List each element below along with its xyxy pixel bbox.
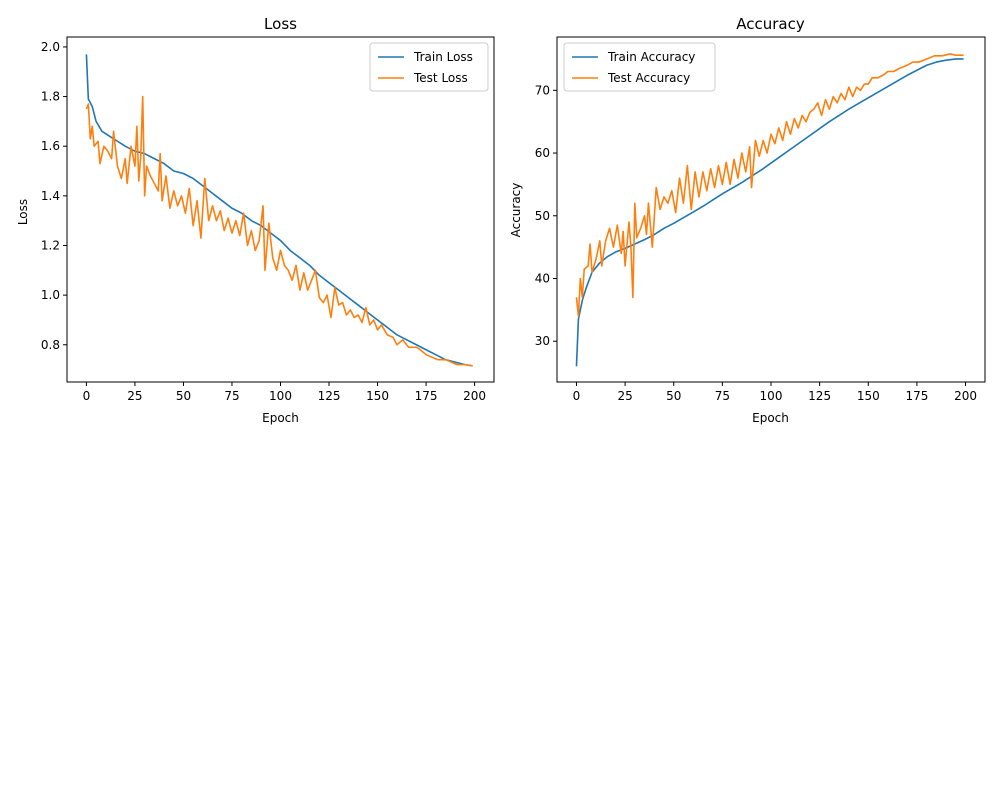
accuracy-chart-legend-box <box>563 42 716 92</box>
loss-chart-xtick-label: 50 <box>176 389 191 403</box>
loss-chart-ytick-label: 0.8 <box>41 338 60 352</box>
loss-chart-xtick-label: 100 <box>269 389 292 403</box>
accuracy-chart-xtick-label: 0 <box>573 389 581 403</box>
accuracy-chart-series-0-line <box>575 58 964 367</box>
loss-chart-xtick-label: 200 <box>463 389 486 403</box>
accuracy-chart-xtick-label: 50 <box>666 389 681 403</box>
accuracy-chart: Accuracy Epoch Accuracy 0 25 50 75 100 125 150… <box>509 15 986 425</box>
accuracy-chart-ytick-label: 30 <box>535 334 550 348</box>
loss-chart-series-1-line <box>85 95 473 367</box>
accuracy-chart-frame <box>556 36 986 383</box>
accuracy-chart-xtick-label: 125 <box>808 389 831 403</box>
loss-chart-xtick-label: 75 <box>224 389 239 403</box>
accuracy-chart-series-1-line <box>575 53 964 317</box>
loss-chart-ytick-label: 1.0 <box>41 288 60 302</box>
accuracy-chart-legend-label-1: Test Accuracy <box>607 71 690 85</box>
loss-chart-series-0-line <box>85 54 473 367</box>
loss-chart-ytick-label: 1.2 <box>41 238 60 252</box>
accuracy-chart-legend: Train Accuracy Test Accuracy <box>563 42 716 92</box>
accuracy-chart-legend-label-0: Train Accuracy <box>607 50 695 64</box>
loss-chart-ticks: 0 25 50 75 100 125 150 175 200 0.8 1.0 1.2 1.4 1.6 1.8… <box>41 40 486 403</box>
accuracy-chart-ytick-label: 60 <box>535 146 550 160</box>
loss-chart-legend: Train Loss Test Loss <box>369 42 489 92</box>
accuracy-chart-xtick-label: 75 <box>715 389 730 403</box>
accuracy-chart-xtick-label: 175 <box>905 389 928 403</box>
accuracy-chart-xlabel: Epoch <box>752 411 789 425</box>
accuracy-chart-xtick-label: 25 <box>617 389 632 403</box>
loss-chart-ytick-label: 2.0 <box>41 40 60 54</box>
accuracy-chart-ylabel: Accuracy <box>509 183 523 238</box>
loss-chart-ytick-label: 1.6 <box>41 139 60 153</box>
accuracy-chart-ticks: 0 25 50 75 100 125 150 175 200 30 40 50 60 70 <box>535 83 977 403</box>
loss-chart-title: Loss <box>264 15 297 33</box>
loss-chart-xtick-label: 150 <box>366 389 389 403</box>
loss-chart-xtick-label: 0 <box>83 389 91 403</box>
loss-chart-xtick-label: 125 <box>318 389 341 403</box>
accuracy-chart-series <box>575 53 964 367</box>
loss-chart-xtick-label: 175 <box>415 389 438 403</box>
loss-chart-xtick-label: 25 <box>127 389 142 403</box>
loss-chart-xlabel: Epoch <box>262 411 299 425</box>
loss-chart-legend-box <box>369 42 489 92</box>
accuracy-chart-xtick-label: 100 <box>760 389 783 403</box>
loss-chart-series <box>85 54 473 367</box>
accuracy-chart-ytick-label: 70 <box>535 83 550 97</box>
accuracy-chart-xtick-label: 150 <box>857 389 880 403</box>
loss-chart-ytick-label: 1.4 <box>41 189 60 203</box>
accuracy-chart-ytick-label: 40 <box>535 272 550 286</box>
loss-chart-legend-label-0: Train Loss <box>413 50 473 64</box>
loss-chart-legend-label-1: Test Loss <box>413 71 468 85</box>
loss-chart-frame <box>66 36 495 383</box>
loss-chart-ytick-label: 1.8 <box>41 90 60 104</box>
loss-chart-ylabel: Loss <box>16 199 30 225</box>
accuracy-chart-title: Accuracy <box>736 15 805 33</box>
accuracy-chart-ytick-label: 50 <box>535 209 550 223</box>
accuracy-chart-xtick-label: 200 <box>954 389 977 403</box>
loss-chart: Loss Epoch Loss 0 25 50 75 100 125 150 175 200 0.… <box>16 15 495 425</box>
